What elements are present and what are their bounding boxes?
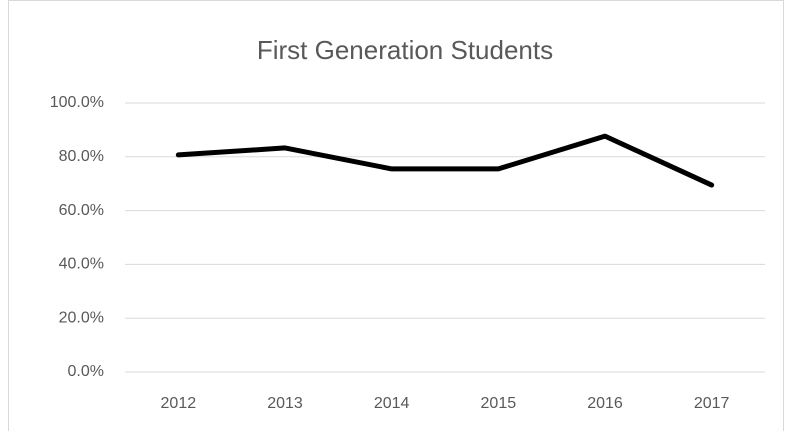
x-tick-label: 2014 [374,395,410,412]
y-tick-label: 100.0% [50,94,104,111]
x-tick-label: 2015 [481,395,517,412]
x-tick-label: 2012 [161,395,197,412]
y-tick-label: 20.0% [59,309,104,326]
y-tick-label: 60.0% [59,202,104,219]
y-tick-label: 40.0% [59,256,104,273]
chart-title: First Generation Students [257,35,553,65]
chart-frame [8,0,784,431]
y-tick-label: 0.0% [68,363,104,380]
x-tick-label: 2016 [587,395,623,412]
line-series [175,133,715,188]
x-tick-label: 2017 [694,395,730,412]
y-tick-label: 80.0% [59,148,104,165]
x-tick-label: 2013 [267,395,303,412]
